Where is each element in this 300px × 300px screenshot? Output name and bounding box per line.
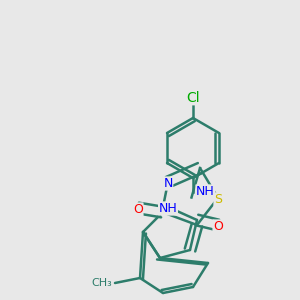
Text: O: O <box>133 203 143 216</box>
Text: CH₃: CH₃ <box>91 278 112 288</box>
Text: NH: NH <box>196 185 215 198</box>
Text: O: O <box>213 220 223 233</box>
Text: NH: NH <box>159 202 177 215</box>
Text: S: S <box>214 193 222 206</box>
Text: N: N <box>163 177 173 190</box>
Text: Cl: Cl <box>186 91 200 104</box>
